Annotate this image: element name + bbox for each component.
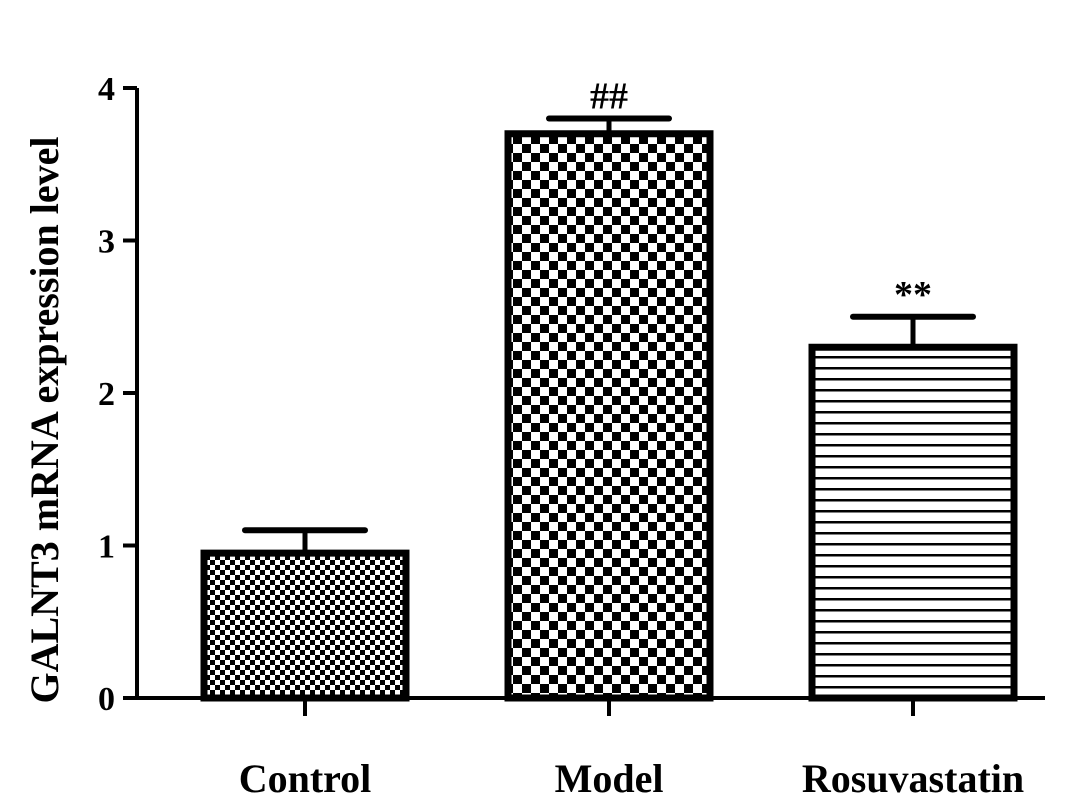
bar-model	[504, 130, 714, 702]
labels: 0 1 2 3 4 Control Model ## Rosuvastatin **	[98, 71, 1024, 801]
bar-rosuvastatin	[808, 343, 1018, 702]
category-label: Model	[555, 756, 664, 801]
y-axis-label: GALNT3 mRNA expression level	[22, 136, 67, 703]
y-tick-label: 1	[98, 529, 115, 566]
bars	[200, 115, 1018, 702]
y-tick-label: 2	[98, 376, 115, 413]
significance-label: ##	[590, 76, 628, 118]
significance-label: **	[894, 274, 932, 316]
category-label: Rosuvastatin	[802, 756, 1024, 801]
bar-control	[200, 549, 410, 702]
y-tick-label: 4	[98, 71, 115, 108]
y-tick-label: 3	[98, 224, 115, 261]
category-label: Control	[239, 756, 372, 801]
y-tick-label: 0	[98, 681, 115, 718]
